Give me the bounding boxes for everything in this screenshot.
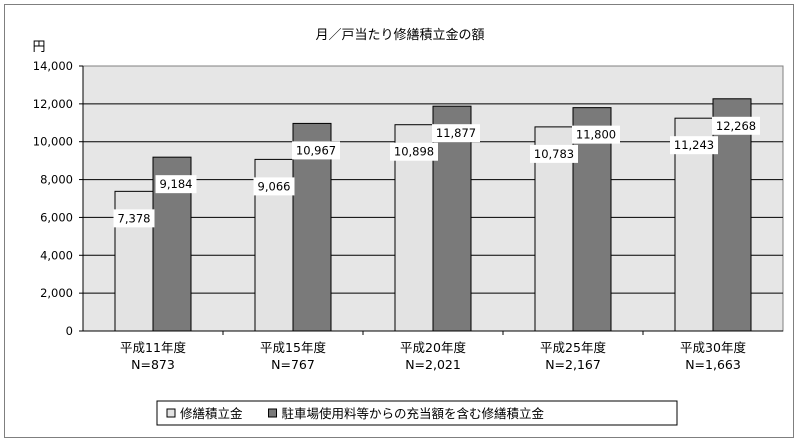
data-label-box — [113, 209, 155, 228]
data-label: 9,184 — [160, 177, 193, 191]
y-tick-label: 8,000 — [40, 173, 73, 187]
x-category-label: 平成30年度 — [680, 340, 746, 355]
x-category-label: 平成25年度 — [540, 340, 606, 355]
legend-box — [156, 400, 678, 426]
y-tick-label: 12,000 — [33, 97, 73, 111]
data-label: 11,800 — [576, 128, 616, 142]
data-label: 7,378 — [118, 211, 151, 225]
data-label-box — [530, 144, 578, 163]
data-label: 10,783 — [534, 147, 574, 161]
data-label-box — [155, 175, 197, 194]
legend: 修繕積立金 駐車場使用料等からの充当額を含む修繕積立金 — [156, 400, 678, 426]
bar-series-2 — [712, 98, 752, 332]
x-category-sublabel: N=767 — [271, 357, 315, 372]
data-label: 12,268 — [716, 119, 756, 133]
data-label: 11,243 — [674, 138, 714, 152]
chart-frame: 月／戸当たり修繕積立金の額 円 0 2,000 4,000 6,000 8,000 10,… — [4, 4, 794, 438]
x-category-sublabel: N=2,021 — [405, 357, 461, 372]
legend-label: 修繕積立金 — [180, 406, 243, 421]
x-category-label: 平成15年度 — [260, 340, 326, 355]
legend-swatch — [166, 408, 176, 418]
data-label: 9,066 — [258, 179, 291, 193]
bar-series-2 — [572, 107, 612, 332]
x-category-sublabel: N=1,663 — [685, 357, 741, 372]
data-label-box — [712, 116, 760, 135]
legend-label: 駐車場使用料等からの充当額を含む修繕積立金 — [282, 406, 545, 421]
x-category-sublabel: N=873 — [131, 357, 175, 372]
chart-title: 月／戸当たり修繕積立金の額 — [315, 27, 484, 43]
y-tick-label: 10,000 — [33, 135, 73, 149]
x-category-sublabel: N=2,167 — [545, 357, 601, 372]
data-label: 11,877 — [436, 126, 476, 140]
x-category-label: 平成11年度 — [120, 340, 186, 355]
data-label-box — [292, 141, 340, 160]
data-label-box — [390, 142, 438, 161]
data-label-box — [670, 136, 718, 155]
legend-swatch — [268, 408, 278, 418]
bar-series-2 — [432, 105, 472, 332]
y-tick-label: 14,000 — [33, 59, 73, 73]
y-tick-label: 0 — [66, 324, 73, 338]
data-label-box — [572, 125, 620, 144]
bar-chart: 月／戸当たり修繕積立金の額 円 0 2,000 4,000 6,000 8,000 10,… — [32, 27, 784, 426]
y-tick-label: 2,000 — [40, 286, 73, 300]
x-category-label: 平成20年度 — [400, 340, 466, 355]
plot-area: 0 2,000 4,000 6,000 8,000 10,000 12,000 14,000 7… — [33, 59, 784, 372]
data-label-box — [432, 124, 480, 143]
y-tick-label: 4,000 — [40, 248, 73, 262]
data-label: 10,898 — [394, 145, 434, 159]
y-tick-label: 6,000 — [40, 210, 73, 224]
data-label-box — [253, 177, 295, 196]
data-label: 10,967 — [296, 143, 336, 157]
y-axis-unit-label: 円 — [32, 40, 45, 55]
